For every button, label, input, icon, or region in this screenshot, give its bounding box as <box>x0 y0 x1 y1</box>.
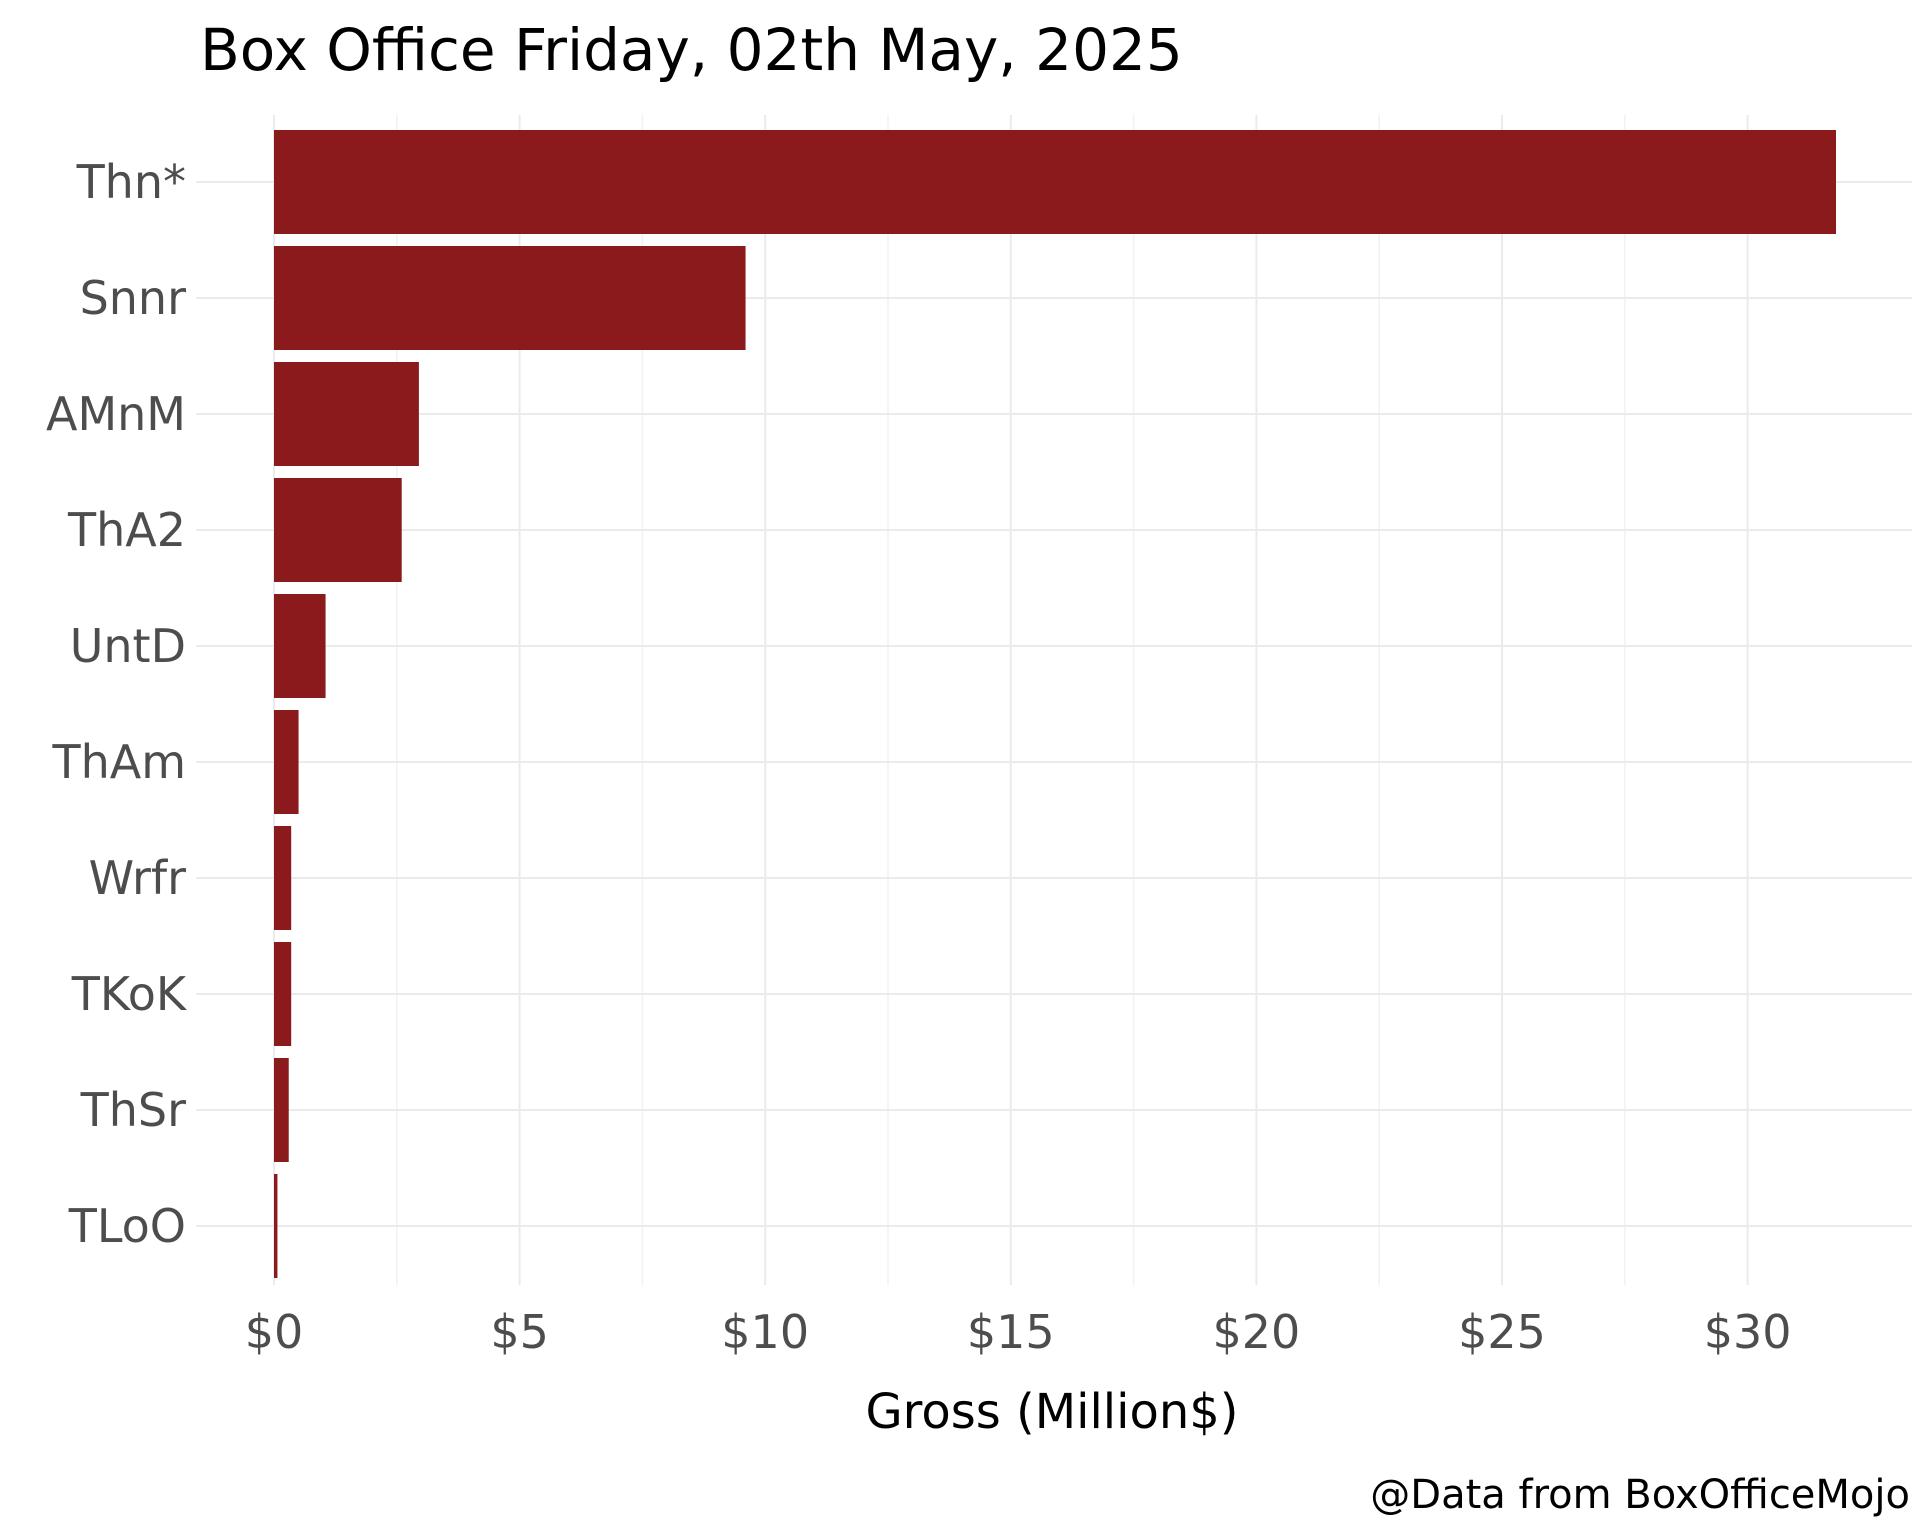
bar-untd <box>274 594 326 698</box>
x-tick-labels: $0 $5 $10 $15 $20 $25 $30 <box>245 1305 1792 1359</box>
bar-snnr <box>274 246 746 350</box>
chart-caption: @Data from BoxOfficeMojo <box>1370 1472 1910 1518</box>
bar-tkok <box>274 942 292 1046</box>
y-tick-label: AMnM <box>46 387 186 441</box>
bar-amnm <box>274 362 419 466</box>
chart-title: Box Office Friday, 02th May, 2025 <box>200 16 1183 84</box>
y-tick-label: ThAm <box>51 735 186 789</box>
bar-wrfr <box>274 826 292 930</box>
x-axis-title: Gross (Million$) <box>865 1384 1238 1440</box>
y-tick-label: TLoO <box>68 1199 186 1253</box>
y-tick-label: Thn* <box>76 155 186 209</box>
y-tick-label: TKoK <box>71 967 188 1021</box>
bar-tham <box>274 710 299 814</box>
x-tick-label: $0 <box>245 1305 304 1359</box>
y-tick-label: UntD <box>70 619 186 673</box>
x-tick-label: $10 <box>721 1305 809 1359</box>
y-tick-label: ThA2 <box>67 503 186 557</box>
x-tick-label: $15 <box>967 1305 1055 1359</box>
x-tick-label: $20 <box>1212 1305 1300 1359</box>
x-tick-label: $25 <box>1458 1305 1546 1359</box>
y-tick-label: Wrfr <box>89 851 187 905</box>
y-tick-label: ThSr <box>80 1083 186 1137</box>
y-tick-labels: Thn* Snnr AMnM ThA2 UntD ThAm Wrfr TKoK ThSr TLoO <box>46 155 188 1253</box>
bars <box>274 130 1837 1278</box>
y-tick-label: Snnr <box>80 271 187 325</box>
x-tick-label: $30 <box>1704 1305 1792 1359</box>
x-tick-label: $5 <box>490 1305 549 1359</box>
bar-tha2 <box>274 478 402 582</box>
bar-thsr <box>274 1058 289 1162</box>
bar-tloo <box>274 1174 278 1278</box>
bar-thn <box>274 130 1837 234</box>
